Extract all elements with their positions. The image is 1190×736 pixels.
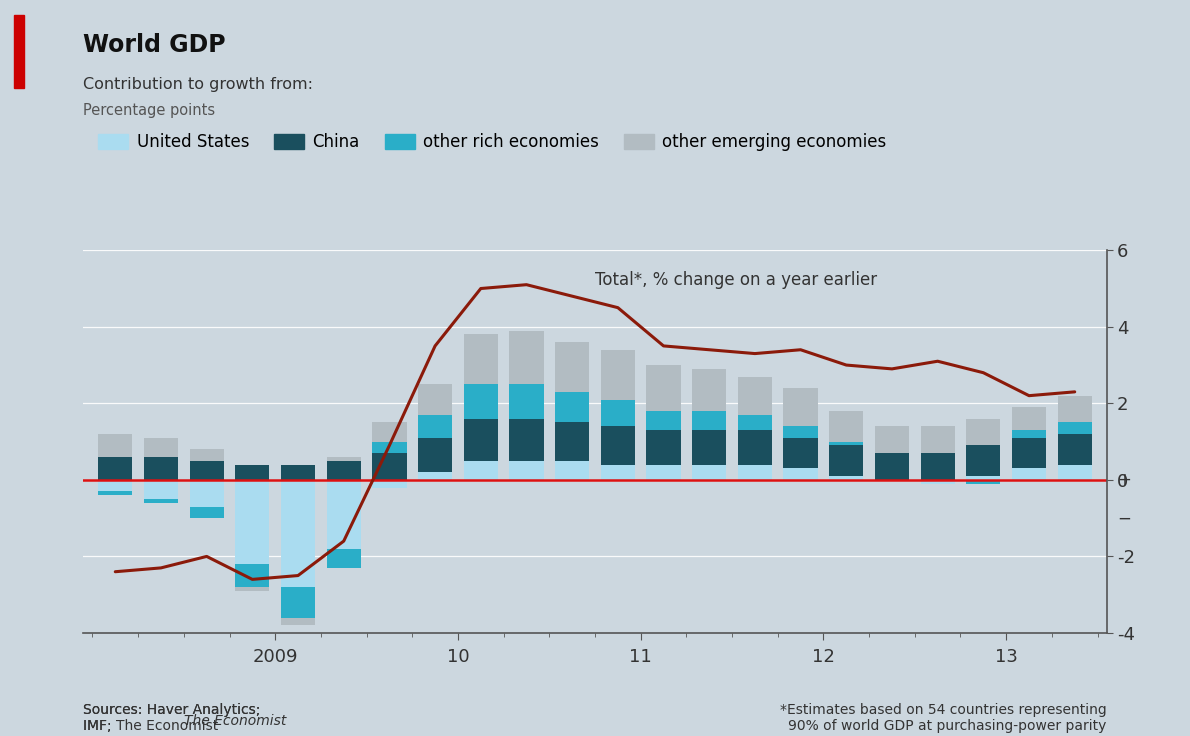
Bar (738, 464, 772, 480)
Bar (1058, 464, 1092, 480)
Bar (693, 464, 726, 480)
Bar (144, 438, 178, 457)
Bar (464, 419, 497, 461)
Bar (1058, 396, 1092, 422)
Bar (829, 442, 864, 445)
Bar (693, 430, 726, 464)
Bar (646, 365, 681, 411)
Bar (738, 415, 772, 430)
Text: *Estimates based on 54 countries representing
90% of world GDP at purchasing-pow: *Estimates based on 54 countries represe… (779, 703, 1107, 733)
Bar (966, 476, 1001, 480)
Bar (98, 492, 132, 495)
Bar (783, 426, 818, 438)
Bar (875, 453, 909, 480)
Bar (372, 442, 407, 453)
Bar (464, 384, 497, 419)
Bar (555, 342, 589, 392)
Bar (921, 480, 954, 484)
Bar (875, 426, 909, 453)
Bar (509, 461, 544, 480)
Bar (646, 411, 681, 430)
Bar (783, 468, 818, 480)
Bar (921, 453, 954, 480)
Bar (921, 426, 954, 453)
Bar (601, 350, 635, 400)
Text: The Economist: The Economist (184, 714, 287, 728)
Bar (1012, 407, 1046, 430)
Bar (236, 587, 269, 591)
Bar (281, 587, 315, 618)
Bar (829, 445, 864, 476)
Bar (281, 618, 315, 626)
Text: Total*, % change on a year earlier: Total*, % change on a year earlier (595, 271, 877, 289)
Bar (144, 499, 178, 503)
Text: Sources: Haver Analytics;
IMF; The Economist: Sources: Haver Analytics; IMF; The Econo… (83, 703, 261, 733)
Bar (1058, 422, 1092, 434)
Bar (372, 480, 407, 487)
Bar (829, 476, 864, 480)
Bar (555, 461, 589, 480)
Bar (693, 369, 726, 411)
Bar (144, 480, 178, 499)
Text: +: + (1117, 471, 1130, 489)
Bar (738, 377, 772, 415)
Bar (555, 422, 589, 461)
Bar (326, 549, 361, 568)
Bar (1058, 434, 1092, 464)
Text: −: − (1117, 509, 1130, 527)
Bar (1012, 430, 1046, 438)
Bar (281, 464, 315, 480)
Bar (555, 392, 589, 422)
Text: Contribution to growth from:: Contribution to growth from: (83, 77, 313, 92)
Bar (509, 330, 544, 384)
Bar (98, 434, 132, 457)
Bar (189, 480, 224, 506)
Bar (966, 419, 1001, 445)
Bar (601, 426, 635, 464)
Bar (509, 384, 544, 419)
Bar (464, 461, 497, 480)
Bar (783, 388, 818, 426)
Bar (693, 411, 726, 430)
Legend: United States, China, other rich economies, other emerging economies: United States, China, other rich economi… (92, 126, 894, 158)
Bar (236, 480, 269, 564)
Bar (829, 411, 864, 442)
Bar (601, 464, 635, 480)
Bar (966, 480, 1001, 484)
Bar (326, 461, 361, 480)
Bar (189, 461, 224, 480)
Bar (326, 457, 361, 461)
Bar (646, 430, 681, 464)
Bar (236, 564, 269, 587)
Bar (372, 422, 407, 442)
Bar (418, 473, 452, 480)
Bar (418, 384, 452, 415)
Text: Sources: Haver Analytics;
IMF;: Sources: Haver Analytics; IMF; (83, 703, 261, 733)
Bar (646, 464, 681, 480)
Bar (1012, 468, 1046, 480)
Text: Percentage points: Percentage points (83, 103, 215, 118)
Text: World GDP: World GDP (83, 33, 226, 57)
Bar (509, 419, 544, 461)
Bar (281, 480, 315, 587)
Bar (464, 334, 497, 384)
Bar (783, 438, 818, 468)
Bar (98, 457, 132, 480)
Bar (326, 480, 361, 549)
Bar (144, 457, 178, 480)
Bar (372, 453, 407, 480)
Bar (966, 445, 1001, 476)
Bar (189, 449, 224, 461)
Bar (1012, 438, 1046, 468)
Bar (601, 400, 635, 426)
Bar (98, 480, 132, 492)
Bar (418, 438, 452, 473)
Bar (236, 464, 269, 480)
Bar (418, 415, 452, 438)
Bar (189, 506, 224, 518)
Bar (738, 430, 772, 464)
